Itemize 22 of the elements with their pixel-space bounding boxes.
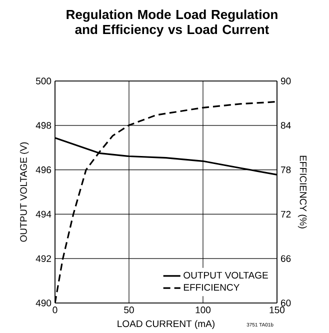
y2-tick-label: 72 — [281, 210, 291, 218]
y2-tick-label: 60 — [281, 300, 291, 306]
y2-axis-title: EFFICIENCY (%) — [298, 156, 307, 228]
y2-tick-label: 84 — [280, 122, 291, 129]
y-tick-label: 496 — [36, 166, 52, 174]
legend-label: OUTPUT VOLTAGE — [184, 272, 268, 279]
x-tick-label: 0 — [52, 306, 58, 314]
x-tick-label: 50 — [124, 306, 134, 314]
y-tick-label: 492 — [36, 255, 51, 262]
y2-tick-label: 90 — [280, 78, 291, 84]
y-tick-label: 494 — [36, 210, 52, 218]
x-tick-label: 100 — [196, 306, 211, 314]
y2-tick-label: 66 — [281, 255, 291, 262]
y-axis-title: OUTPUT VOLTAGE (V) — [20, 142, 29, 242]
x-axis-title: LOAD CURRENT (mA) — [118, 320, 214, 329]
y-tick-label: 498 — [36, 122, 52, 129]
chart-title: Regulation Mode Load Regulation and Efficiency vs Load Current — [66, 10, 278, 37]
legend-label: EFFICIENCY — [184, 284, 240, 291]
y2-tick-label: 78 — [281, 166, 291, 174]
y-tick-label: 490 — [36, 300, 52, 306]
y-tick-label: 500 — [36, 78, 52, 84]
x-tick-label: 150 — [270, 306, 285, 314]
